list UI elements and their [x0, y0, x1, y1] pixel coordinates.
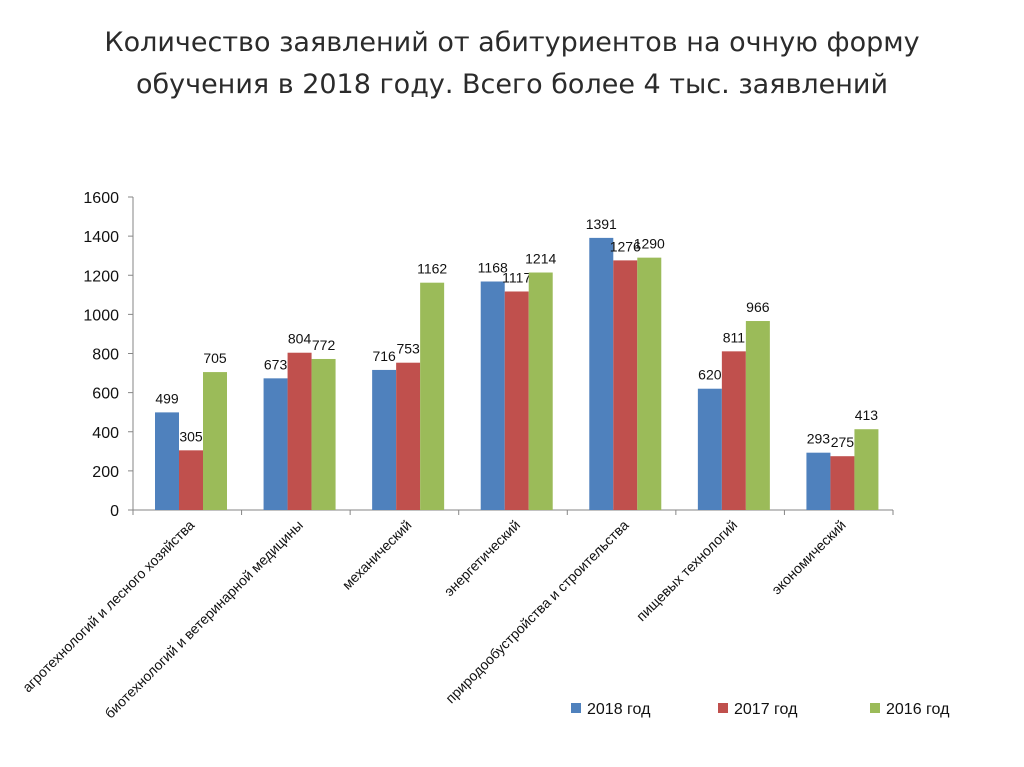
bar [155, 412, 179, 510]
bar [263, 378, 288, 510]
data-label: 1391 [586, 216, 617, 232]
x-category-label: пищевых технологий [633, 517, 740, 624]
x-category-label: природообустройства и строительства [442, 517, 632, 707]
bar [613, 260, 638, 510]
y-tick-label: 1000 [83, 307, 119, 324]
x-category-label: механический [339, 517, 415, 593]
data-label: 1214 [525, 251, 556, 267]
data-label: 772 [312, 337, 336, 353]
bar [203, 372, 227, 510]
bar [745, 321, 770, 510]
bar [504, 291, 529, 510]
data-label: 1168 [478, 260, 508, 276]
bar [311, 358, 336, 510]
data-label: 705 [203, 350, 227, 366]
bar [806, 452, 831, 510]
y-tick-label: 1400 [83, 229, 119, 246]
bar [830, 456, 855, 510]
chart-title-line-2: обучения в 2018 году. Всего более 4 тыс.… [135, 69, 889, 100]
bar [480, 281, 505, 510]
data-label: 804 [288, 331, 312, 347]
legend-swatch [571, 703, 581, 713]
bar [721, 351, 746, 510]
bar [420, 282, 445, 510]
data-label: 499 [155, 390, 179, 406]
y-tick-label: 0 [110, 503, 119, 520]
x-category-label: агротехнологий и лесного хозяйства [19, 517, 198, 696]
y-tick-label: 400 [92, 425, 119, 442]
y-tick-label: 1600 [83, 190, 119, 207]
bar [589, 237, 614, 510]
data-label: 673 [264, 356, 288, 372]
data-label: 275 [831, 434, 855, 450]
data-label: 811 [723, 329, 746, 345]
chart-title: Количество заявлений от абитуриентов на … [60, 22, 964, 106]
legend-label: 2018 год [587, 701, 651, 718]
chart-title-line-1: Количество заявлений от абитуриентов на … [104, 27, 920, 58]
bar [854, 429, 879, 510]
bar [637, 257, 662, 510]
data-label: 1117 [502, 269, 531, 285]
data-label: 1162 [417, 261, 447, 277]
data-label: 293 [807, 431, 831, 447]
legend-swatch [718, 703, 728, 713]
data-label: 1276 [610, 238, 641, 254]
bar [179, 450, 203, 510]
data-label: 1290 [634, 236, 665, 252]
bar [697, 388, 722, 510]
y-tick-label: 800 [92, 347, 119, 364]
data-label: 305 [179, 428, 203, 444]
y-tick-label: 1200 [83, 268, 119, 285]
legend-label: 2016 год [886, 701, 950, 718]
data-label: 716 [372, 348, 396, 364]
y-tick-label: 200 [92, 464, 119, 481]
bar [287, 352, 312, 510]
data-label: 966 [746, 299, 770, 315]
bar [396, 362, 421, 510]
legend-label: 2017 год [734, 701, 798, 718]
bar [372, 369, 397, 510]
legend-swatch [870, 703, 880, 713]
data-label: 620 [698, 367, 722, 383]
data-label: 753 [396, 341, 420, 357]
x-category-label: экономический [768, 517, 849, 598]
y-tick-label: 600 [92, 386, 119, 403]
x-category-label: биотехнологий и ветеринарной медицины [101, 517, 306, 722]
bar [528, 272, 553, 510]
data-label: 413 [855, 407, 879, 423]
x-category-label: энергетический [441, 517, 523, 599]
